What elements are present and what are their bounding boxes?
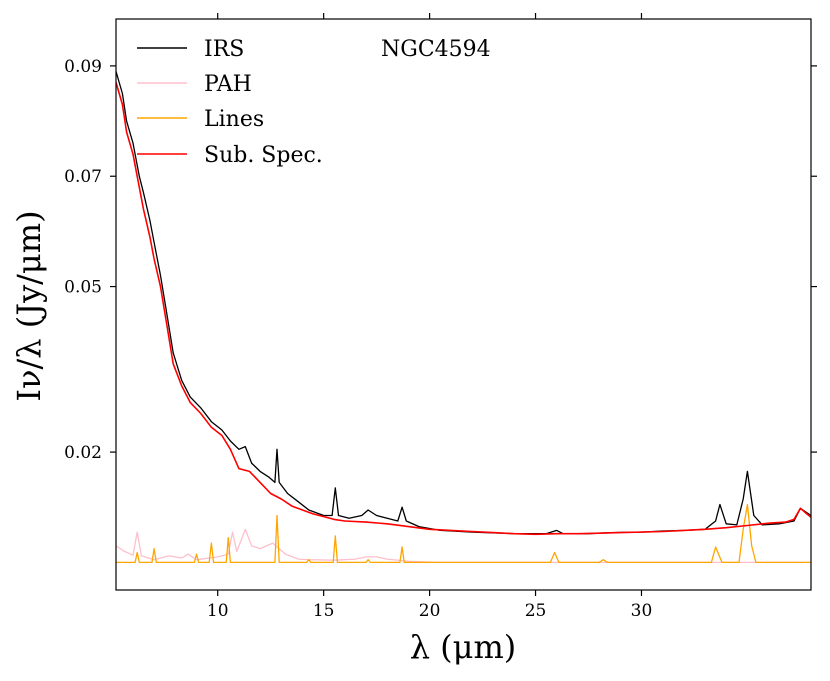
legend-label-sub-spec: Sub. Spec. <box>204 143 323 168</box>
series-layer <box>116 71 811 564</box>
series-line-pah <box>116 528 811 564</box>
legend: IRS PAH Lines Sub. Spec. <box>137 37 323 168</box>
x-tick-label: 30 <box>631 601 653 621</box>
x-tick-label: 10 <box>207 601 229 621</box>
x-tick-label: 25 <box>525 601 547 621</box>
chart-annotation: NGC4594 <box>381 37 491 62</box>
y-tick-label: 0.09 <box>64 57 102 77</box>
y-tick-label: 0.07 <box>64 167 102 187</box>
series-line-irs <box>116 71 811 535</box>
y-tick-label: 0.02 <box>64 443 102 463</box>
legend-label-pah: PAH <box>204 72 252 97</box>
plot-frame <box>115 18 812 591</box>
series-line-lines <box>116 503 811 564</box>
legend-label-lines: Lines <box>204 107 264 132</box>
ticks-layer: 10 15 20 25 30 0.02 0.05 0.07 0.09 <box>64 13 817 621</box>
y-axis-label: Iν/λ (Jy/μm) <box>10 210 48 401</box>
legend-label-irs: IRS <box>204 37 244 62</box>
x-tick-label: 20 <box>419 601 441 621</box>
series-line-sub-spec <box>116 82 811 536</box>
x-tick-label: 15 <box>313 601 335 621</box>
plot-area <box>115 18 812 591</box>
x-axis-label: λ (μm) <box>410 628 517 666</box>
y-tick-label: 0.05 <box>64 278 102 298</box>
